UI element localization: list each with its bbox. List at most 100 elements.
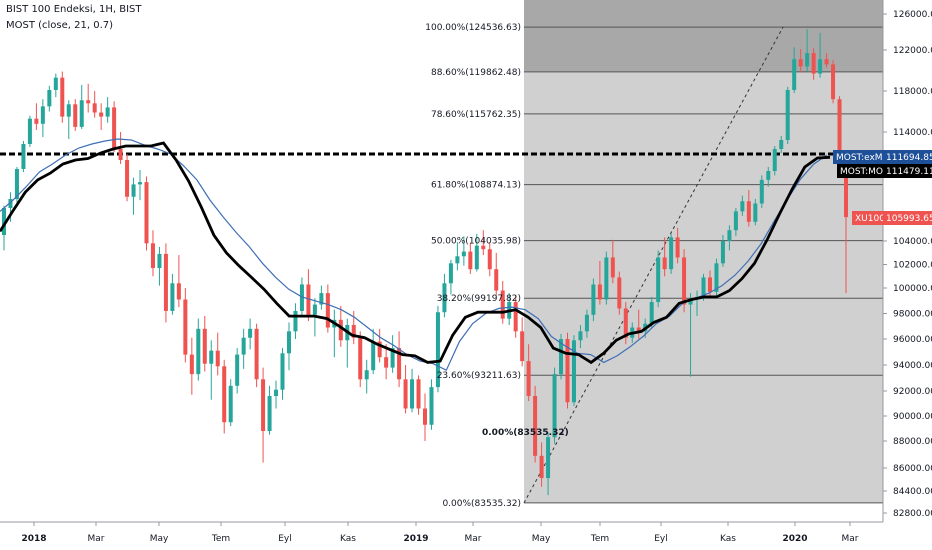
price-tag-value: 105993.65 xyxy=(886,214,932,224)
candle-body xyxy=(714,263,719,292)
candle-body xyxy=(377,341,382,358)
price-tick-label: 118000.00 xyxy=(893,87,932,97)
candle-body xyxy=(779,140,784,149)
candle-body xyxy=(403,379,408,409)
candle-body xyxy=(66,104,71,117)
candle-body xyxy=(701,277,706,297)
price-tag-label-bg xyxy=(833,150,883,164)
candle-body xyxy=(707,277,712,292)
fib-overlap-label: 0.00%(83535.32) xyxy=(482,428,569,438)
candle-body xyxy=(649,302,654,324)
fib-level-label: 50.00%(104035.98) xyxy=(431,237,521,247)
time-tick-label: Kas xyxy=(720,534,736,544)
candle-body xyxy=(487,249,492,270)
candle-body xyxy=(99,112,104,117)
price-tick-label: 96000.00 xyxy=(893,335,932,345)
candle-body xyxy=(662,257,667,270)
candle-body xyxy=(176,283,181,300)
candle-body xyxy=(351,324,356,338)
time-tick-label: 2019 xyxy=(403,534,428,544)
candle-body xyxy=(1,208,7,235)
candle-body xyxy=(468,251,473,270)
candle-body xyxy=(138,182,143,185)
fib-level-label: 100.00%(124536.63) xyxy=(425,23,521,33)
candles-layer xyxy=(1,29,849,496)
candle-body xyxy=(429,387,434,425)
candle-body xyxy=(384,357,389,368)
candle-body xyxy=(222,366,227,423)
candle-body xyxy=(753,203,758,222)
candle-body xyxy=(539,455,544,479)
candle-body xyxy=(746,201,751,222)
candle-body xyxy=(215,350,220,367)
chart-title: BIST 100 Endeksi, 1H, BIST xyxy=(6,4,142,15)
fibonacci-retracement[interactable] xyxy=(523,0,883,504)
fib-level-label: 38.20%(99197.82) xyxy=(437,294,521,304)
candle-body xyxy=(837,99,842,156)
fib-level-label: 61.80%(108874.13) xyxy=(431,181,521,191)
price-tick-label: 82800.00 xyxy=(893,509,932,519)
candle-body xyxy=(47,89,52,107)
price-axis-bg xyxy=(883,0,932,550)
candle-body xyxy=(293,310,298,332)
candle-body xyxy=(338,319,343,341)
price-tick-label: 104000.00 xyxy=(893,237,932,247)
candle-body xyxy=(552,374,557,438)
candle-body xyxy=(455,256,460,264)
candle-body xyxy=(461,251,466,257)
candle-body xyxy=(766,171,771,180)
price-tags: MOST:exMov111694.85MOST:MOST111479.11XU1… xyxy=(833,150,932,225)
candle-body xyxy=(831,64,836,100)
time-tick-label: Eyl xyxy=(278,534,292,544)
candle-body xyxy=(274,389,279,396)
candle-body xyxy=(682,257,687,305)
time-tick-label: Mar xyxy=(88,534,105,544)
candle-body xyxy=(494,269,499,291)
candle-body xyxy=(811,53,816,74)
candle-body xyxy=(280,353,285,390)
price-tag: XU100 105993.65 xyxy=(852,211,932,225)
candle-body xyxy=(364,370,369,380)
candle-body xyxy=(21,144,26,169)
candle-body xyxy=(546,437,551,479)
candle-body xyxy=(371,341,376,371)
candle-body xyxy=(53,77,58,90)
candle-body xyxy=(183,299,188,355)
candle-body xyxy=(209,350,214,364)
candle-body xyxy=(578,331,583,341)
price-tick-label: 122000.00 xyxy=(893,46,932,56)
price-tag-value: 111479.11 xyxy=(886,167,932,177)
indicator-title[interactable]: MOST (close, 21, 0.7) xyxy=(6,20,114,31)
candle-body xyxy=(500,290,505,319)
candle-body xyxy=(824,59,829,65)
candle-body xyxy=(798,59,803,67)
price-tag-label: MOST:MOST xyxy=(840,167,895,177)
candle-body xyxy=(669,237,674,270)
candle-body xyxy=(623,308,628,338)
time-axis-bg xyxy=(0,522,932,550)
candle-body xyxy=(442,283,447,313)
candle-body xyxy=(105,107,110,117)
candle-body xyxy=(474,245,479,270)
fib-level-label: 88.60%(119862.48) xyxy=(431,68,521,78)
candle-body xyxy=(604,257,609,300)
time-tick-label: Tem xyxy=(211,534,230,544)
candle-body xyxy=(196,328,201,375)
candle-body xyxy=(533,396,538,456)
price-tag-label: XU100 xyxy=(855,214,885,224)
candle-body xyxy=(248,328,253,338)
price-tick-label: 92000.00 xyxy=(893,387,932,397)
candle-body xyxy=(597,284,602,300)
trend-line xyxy=(523,26,784,504)
candle-body xyxy=(92,103,97,113)
candle-body xyxy=(202,328,207,364)
fib-level-label: 0.00%(83535.32) xyxy=(442,499,521,509)
time-tick-label: Tem xyxy=(590,534,609,544)
candle-body xyxy=(235,354,240,386)
price-tick-label: 94000.00 xyxy=(893,361,932,371)
candle-body xyxy=(306,284,311,315)
candle-body xyxy=(312,304,317,315)
